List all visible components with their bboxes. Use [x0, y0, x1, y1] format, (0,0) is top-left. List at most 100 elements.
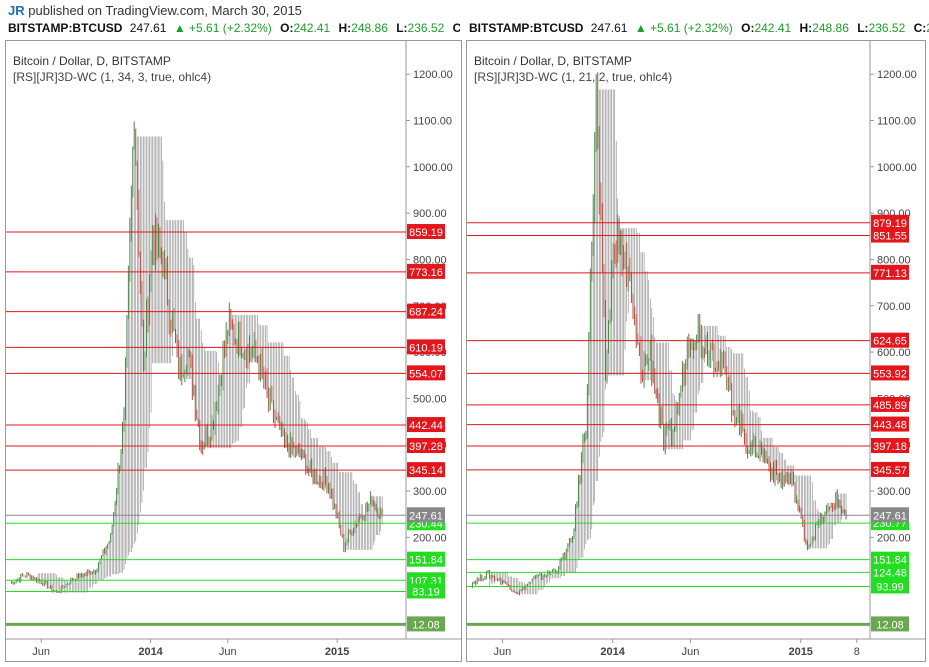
y-tick-label: 300.00: [413, 486, 447, 498]
y-tick-label: 900.00: [413, 208, 447, 220]
support-level-label: 124.48: [873, 567, 907, 579]
resistance-level-label: 610.19: [409, 342, 443, 354]
y-tick-label: 600.00: [877, 347, 911, 359]
base-support-level-label-bg: [871, 616, 909, 632]
chart-panel-left[interactable]: 1200.001100.001000.00900.00800.00700.006…: [5, 40, 462, 662]
x-tick-label: 2015: [325, 646, 349, 658]
chart-canvas-left[interactable]: 1200.001100.001000.00900.00800.00700.006…: [6, 41, 461, 661]
resistance-level-label-bg: [871, 416, 909, 432]
open-value: 242.41: [293, 21, 331, 35]
resistance-level-label: 553.92: [873, 368, 907, 380]
legend-symbol: Bitcoin / Dollar, D, BITSTAMP: [474, 54, 632, 68]
high-label: H:: [338, 21, 352, 35]
publish-text: published on TradingView.com, March 30, …: [28, 3, 302, 18]
close-label: C:: [452, 21, 460, 35]
support-level-label: 83.19: [412, 586, 440, 598]
high-label: H:: [799, 21, 813, 35]
low-value: 236.52: [868, 21, 906, 35]
price-change: ▲ +5.61 (+2.32%): [634, 21, 733, 35]
y-tick-label: 1200.00: [877, 69, 917, 81]
resistance-level-label: 859.19: [409, 227, 443, 239]
support-level-label-bg: [407, 583, 445, 599]
legend-symbol: Bitcoin / Dollar, D, BITSTAMP: [13, 54, 171, 68]
resistance-level-label-bg: [871, 214, 909, 230]
resistance-level-label-bg: [871, 438, 909, 454]
resistance-level-label: 397.28: [409, 441, 443, 453]
resistance-level-label-bg: [407, 365, 445, 381]
resistance-level-label: 345.57: [873, 465, 907, 477]
y-tick-label: 200.00: [413, 532, 447, 544]
support-level-label-bg: [871, 551, 909, 567]
ticker-symbol[interactable]: BITSTAMP:BTCUSD: [8, 21, 123, 35]
ticker-row-right: BITSTAMP:BTCUSD 247.61 ▲ +5.61 (+2.32%) …: [469, 21, 929, 39]
wave-cloud: [489, 89, 847, 595]
current-price-label: 247.61: [873, 510, 907, 522]
legend-indicator: [RS][JR]3D-WC (1, 34, 3, true, ohlc4): [13, 70, 212, 84]
wave-cloud: [37, 136, 383, 593]
current-price-label-bg: [407, 507, 445, 523]
y-tick-label: 700.00: [877, 301, 911, 313]
close-value: 24: [926, 21, 929, 35]
chart-canvas-right[interactable]: 1200.001100.001000.00900.00800.00700.006…: [467, 41, 925, 661]
resistance-level-label: 687.24: [409, 307, 443, 319]
base-support-level-label: 12.08: [412, 619, 440, 631]
low-label: L:: [857, 21, 869, 35]
chart-legend-right: Bitcoin / Dollar, D, BITSTAMP [RS][JR]3D…: [474, 53, 672, 85]
base-support-level-label-bg: [407, 616, 445, 632]
price-change: ▲ +5.61 (+2.32%): [173, 21, 272, 35]
resistance-level-label-bg: [407, 339, 445, 355]
low-label: L:: [396, 21, 408, 35]
y-tick-label: 1100.00: [413, 115, 452, 127]
y-tick-label: 1000.00: [413, 162, 453, 174]
resistance-level-label: 624.65: [873, 336, 907, 348]
open-label: O:: [280, 21, 294, 35]
x-tick-label: Jun: [494, 646, 512, 658]
resistance-level-label: 851.55: [873, 231, 907, 243]
y-tick-label: 200.00: [877, 532, 911, 544]
support-level-label: 93.99: [876, 581, 904, 593]
y-tick-label: 800.00: [413, 254, 447, 266]
x-tick-label: 8: [854, 646, 860, 658]
support-level-label-bg: [407, 551, 445, 567]
publish-info: JR published on TradingView.com, March 3…: [8, 3, 302, 18]
resistance-level-label-bg: [871, 396, 909, 412]
open-value: 242.41: [754, 21, 792, 35]
support-level-label-bg: [871, 564, 909, 580]
author-name[interactable]: JR: [8, 3, 25, 18]
x-tick-label: 2015: [788, 646, 812, 658]
resistance-level-label: 345.14: [409, 465, 443, 477]
resistance-level-label-bg: [871, 332, 909, 348]
resistance-level-label: 771.13: [873, 268, 907, 280]
resistance-level-label-bg: [407, 417, 445, 433]
support-level-label: 151.84: [873, 555, 907, 567]
chart-legend-left: Bitcoin / Dollar, D, BITSTAMP [RS][JR]3D…: [13, 53, 211, 85]
y-tick-label: 1200.00: [413, 69, 453, 81]
resistance-level-label-bg: [407, 303, 445, 319]
y-tick-label: 1100.00: [877, 115, 916, 127]
support-level-label-bg: [871, 578, 909, 594]
support-level-label: 151.84: [409, 555, 443, 567]
last-price: 247.61: [129, 21, 167, 35]
open-label: O:: [741, 21, 755, 35]
resistance-level-label: 773.16: [409, 267, 443, 279]
x-tick-label: Jun: [219, 646, 237, 658]
y-tick-label: 500.00: [413, 393, 447, 405]
resistance-level-label-bg: [871, 461, 909, 477]
resistance-level-label: 879.19: [873, 218, 907, 230]
resistance-level-label-bg: [871, 227, 909, 243]
ticker-symbol[interactable]: BITSTAMP:BTCUSD: [469, 21, 584, 35]
candles: [472, 72, 847, 596]
current-price-label: 247.61: [409, 510, 443, 522]
chart-panel-right[interactable]: 1200.00 1100.00 1000.00 900.00 800.00 700.00 6…: [466, 40, 926, 662]
x-tick-label: Jun: [32, 646, 50, 658]
legend-indicator: [RS][JR]3D-WC (1, 21, 2, true, ohlc4): [474, 70, 673, 84]
y-tick-label: 300.00: [877, 486, 911, 498]
close-label: C:: [913, 21, 927, 35]
resistance-level-label-bg: [871, 365, 909, 381]
resistance-level-label: 442.44: [409, 420, 443, 432]
resistance-level-label: 397.18: [873, 441, 907, 453]
resistance-level-label-bg: [871, 264, 909, 280]
ticker-row-left: BITSTAMP:BTCUSD 247.61 ▲ +5.61 (+2.32%) …: [8, 21, 460, 39]
x-tick-label: 2014: [600, 646, 625, 658]
last-price: 247.61: [590, 21, 628, 35]
